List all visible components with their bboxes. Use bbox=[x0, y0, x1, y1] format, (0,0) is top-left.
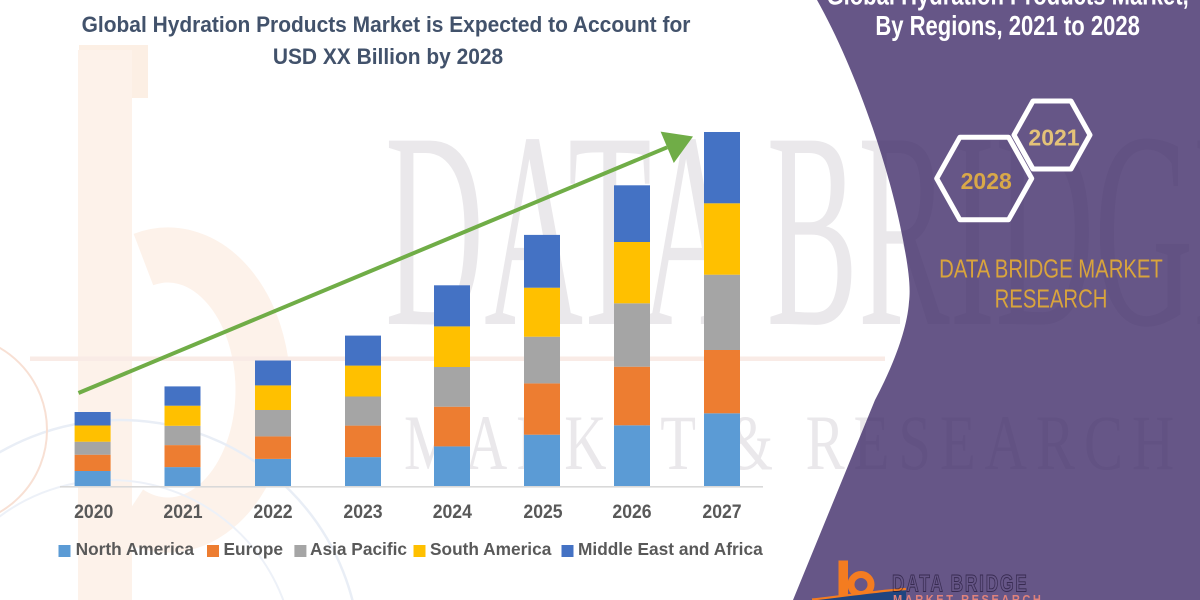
svg-text:2026: 2026 bbox=[612, 500, 651, 522]
svg-text:2021: 2021 bbox=[163, 500, 202, 522]
svg-text:RESEARCH: RESEARCH bbox=[995, 284, 1108, 313]
svg-text:USD XX Billion by 2028: USD XX Billion by 2028 bbox=[273, 45, 503, 70]
svg-text:DATA BRIDGE MARKET: DATA BRIDGE MARKET bbox=[939, 254, 1163, 283]
svg-text:By Regions, 2021 to 2028: By Regions, 2021 to 2028 bbox=[875, 11, 1139, 42]
svg-text:Asia Pacific: Asia Pacific bbox=[310, 539, 407, 559]
svg-text:Middle East and Africa: Middle East and Africa bbox=[578, 539, 763, 559]
svg-text:2023: 2023 bbox=[343, 500, 382, 522]
svg-text:South America: South America bbox=[430, 539, 552, 559]
svg-text:North America: North America bbox=[76, 539, 195, 559]
svg-text:2020: 2020 bbox=[74, 500, 113, 522]
svg-text:2021: 2021 bbox=[1028, 125, 1079, 151]
svg-text:Global Hydration Products Mark: Global Hydration Products Market, bbox=[826, 0, 1188, 11]
svg-text:Global Hydration Products Mark: Global Hydration Products Market is Expe… bbox=[82, 13, 691, 38]
svg-text:2024: 2024 bbox=[433, 500, 473, 522]
svg-text:2025: 2025 bbox=[523, 500, 562, 522]
svg-text:DATA BRIDGE: DATA BRIDGE bbox=[892, 571, 1029, 597]
svg-text:MARKET RESEARCH: MARKET RESEARCH bbox=[893, 592, 1043, 600]
svg-text:2022: 2022 bbox=[253, 500, 292, 522]
svg-text:Europe: Europe bbox=[224, 539, 284, 559]
svg-text:2027: 2027 bbox=[702, 500, 741, 522]
svg-text:2028: 2028 bbox=[961, 168, 1012, 194]
